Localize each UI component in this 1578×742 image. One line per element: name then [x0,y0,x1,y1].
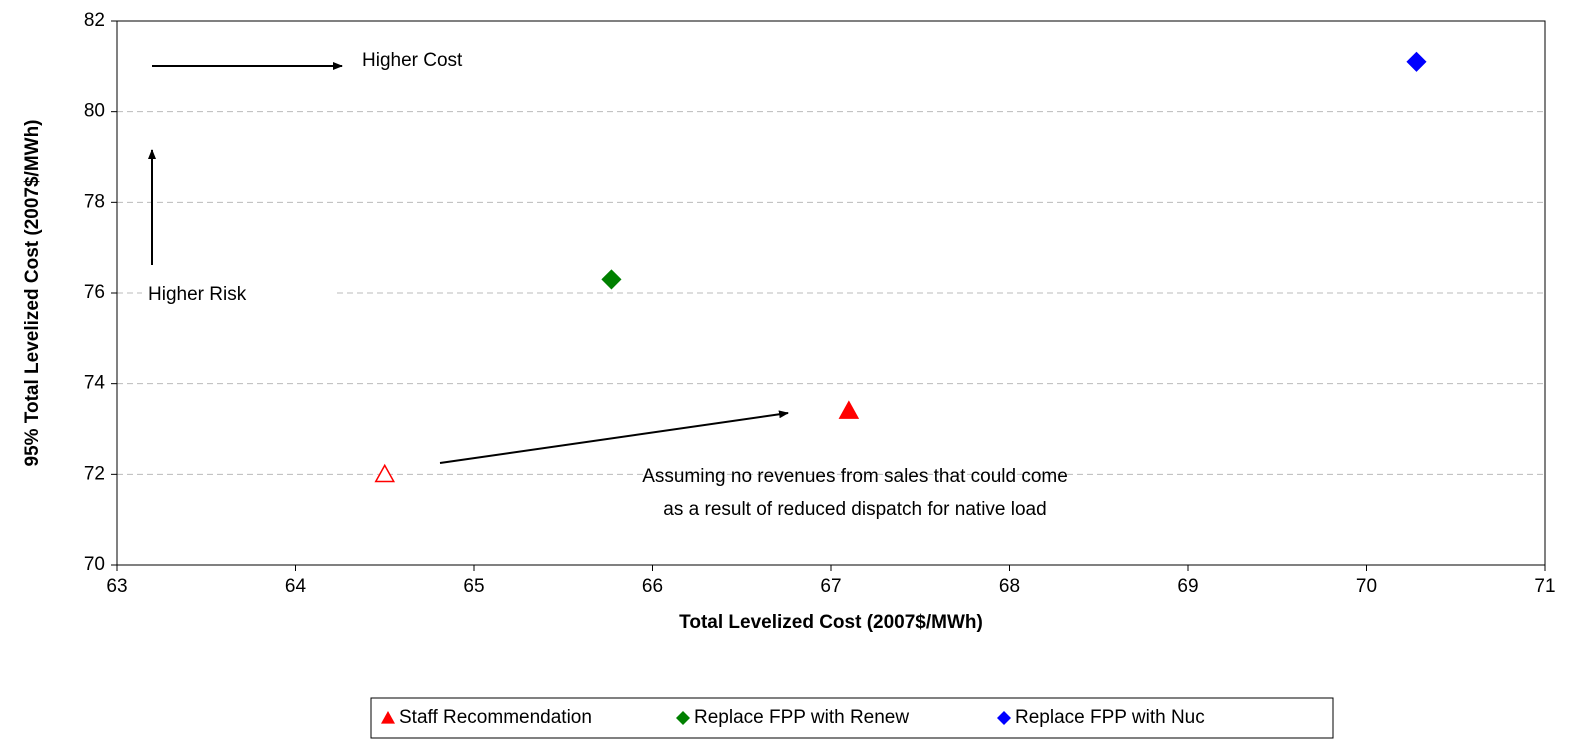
label-bg [142,280,334,308]
x-tick-label: 69 [1177,576,1198,597]
x-axis-label: Total Levelized Cost (2007$/MWh) [679,612,983,633]
annotation: Assuming no revenues from sales that cou… [642,466,1068,487]
y-tick-label: 76 [84,282,105,303]
y-axis-label: 95% Total Levelized Cost (2007$/MWh) [22,119,43,466]
x-tick-label: 66 [642,576,663,597]
legend-label: Staff Recommendation [399,707,592,728]
x-tick-label: 70 [1356,576,1377,597]
point [1406,51,1427,72]
y-tick-label: 72 [84,463,105,484]
y-tick-label: 70 [84,554,105,575]
x-tick-label: 65 [463,576,484,597]
y-tick-label: 78 [84,191,105,212]
annotation: as a result of reduced dispatch for nati… [663,499,1046,520]
legend [370,697,1334,739]
x-tick-label: 68 [999,576,1020,597]
annotation: Higher Risk [148,284,247,305]
legend-marker [381,711,395,724]
legend-label: Replace FPP with Nuc [1015,707,1205,728]
y-tick-label: 74 [84,373,106,394]
y-tick-label: 80 [84,101,105,122]
x-tick-label: 64 [285,576,307,597]
arrow [439,410,789,464]
legend-marker [997,711,1011,725]
annotation: Higher Cost [362,50,463,71]
point [838,400,860,419]
x-tick-label: 67 [820,576,841,597]
legend-label: Replace FPP with Renew [694,707,909,728]
legend-marker [676,711,690,725]
x-tick-label: 63 [106,576,127,597]
y-tick-label: 82 [84,10,105,31]
x-tick-label: 71 [1534,576,1555,597]
point [374,463,396,483]
point [601,269,622,290]
